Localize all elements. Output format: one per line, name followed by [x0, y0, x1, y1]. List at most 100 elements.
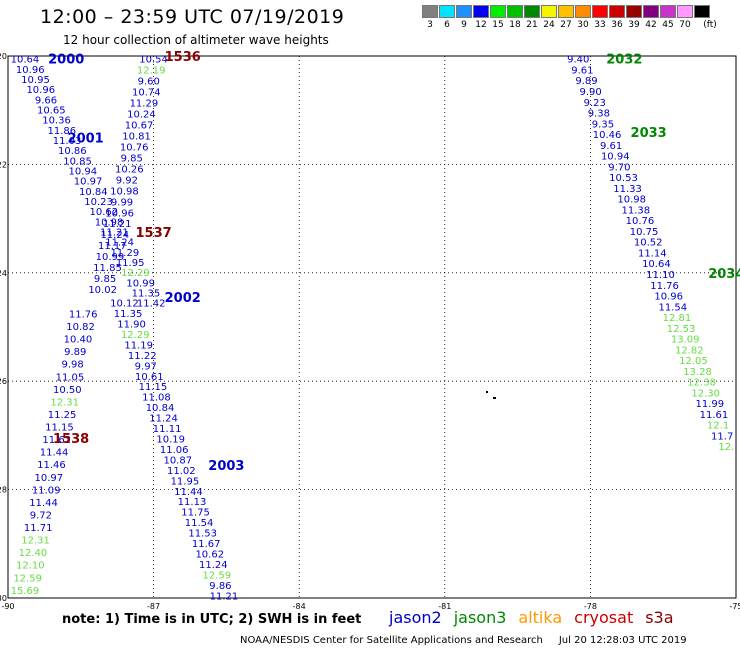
wave-height-value: 9.98	[62, 360, 84, 371]
credit-timestamp: Jul 20 12:28:03 UTC 2019	[558, 635, 687, 646]
wave-height-value: 10.65	[37, 106, 66, 117]
wave-height-value: 11.08	[142, 393, 171, 404]
footnote: note: 1) Time is in UTC; 2) SWH is in fe…	[62, 612, 362, 627]
wave-height-value: 10.62	[90, 207, 119, 218]
wave-height-value: 10.74	[132, 88, 161, 99]
wave-height-value: 10.95	[21, 75, 50, 86]
wave-height-value: 11.29	[111, 248, 140, 259]
legend-swatch	[609, 5, 625, 18]
wave-height-value: 11.46	[37, 460, 66, 471]
wave-height-value: 11.19	[124, 340, 153, 351]
wave-height-value: 11.44	[174, 487, 203, 498]
wave-height-value: 9.72	[30, 510, 52, 521]
wave-height-value: 11.17	[98, 241, 127, 252]
wave-height-value: 9.40	[567, 55, 589, 66]
wave-height-value: 10.40	[64, 335, 93, 346]
wave-height-value: 12.1	[707, 421, 729, 432]
legend-swatch-label: 6	[444, 20, 450, 30]
legend-swatch	[626, 5, 642, 18]
latitude-tick-label: -20	[0, 52, 7, 61]
wave-height-value: 12.29	[121, 330, 150, 341]
wave-height-value: 10.97	[34, 473, 63, 484]
wave-height-value: 10.97	[74, 177, 103, 188]
wave-height-value: 10.19	[156, 434, 185, 445]
wave-height-value: 11.7	[711, 431, 733, 442]
wave-height-value: 11.71	[24, 523, 53, 534]
wave-height-value: 11.03	[53, 136, 82, 147]
satellite-legend-item: s3a	[645, 608, 674, 627]
satellite-legend-item: jason2	[389, 608, 442, 627]
wave-height-value: 11.21	[103, 219, 132, 230]
wave-height-value: 11.33	[613, 184, 642, 195]
wave-height-value: 12.31	[21, 536, 50, 547]
longitude-tick-label: -81	[438, 602, 451, 611]
wave-height-value: 12.38	[687, 378, 716, 389]
island-mark	[493, 397, 496, 399]
legend-swatch	[694, 5, 710, 18]
wave-height-value: 10.23	[84, 197, 113, 208]
legend-swatch-label: 45	[662, 20, 674, 30]
color-legend	[422, 5, 711, 18]
legend-swatch	[677, 5, 693, 18]
wave-height-value: 10.94	[69, 166, 98, 177]
wave-height-value: 11.10	[646, 270, 675, 281]
wave-height-value: 11.06	[160, 445, 189, 456]
legend-swatch-label: 21	[526, 20, 538, 30]
wave-height-value: 12.31	[50, 397, 79, 408]
wave-height-value: 10.67	[125, 121, 154, 132]
pass-label: 1538	[53, 432, 89, 447]
wave-height-value: 12.59	[203, 570, 232, 581]
wave-height-value: 10.86	[58, 146, 87, 157]
satellite-legend-item: cryosat	[574, 608, 634, 627]
legend-swatch	[473, 5, 489, 18]
wave-height-value: 10.52	[634, 238, 663, 249]
wave-height-value: 10.24	[127, 110, 156, 121]
wave-height-value: 9.89	[575, 76, 597, 87]
wave-height-value: 12.40	[19, 548, 48, 559]
wave-height-value: 11.76	[650, 281, 679, 292]
wave-height-value: 12.59	[13, 573, 42, 584]
wave-height-value: 9.61	[571, 65, 593, 76]
wave-height-value: 10.12	[110, 299, 139, 310]
wave-height-value: 9.38	[588, 109, 610, 120]
longitude-tick-label: -78	[584, 602, 597, 611]
wave-height-value: 9.66	[35, 95, 57, 106]
wave-height-value: 10.98	[95, 217, 124, 228]
wave-height-value: 11.05	[56, 372, 85, 383]
wave-height-value: 10.96	[654, 292, 683, 303]
wave-height-value: 11.35	[132, 288, 161, 299]
wave-height-value: 11.15	[45, 423, 74, 434]
legend-swatch	[490, 5, 506, 18]
legend-swatch	[643, 5, 659, 18]
wave-height-value: 11.13	[178, 497, 207, 508]
pass-label: 2000	[48, 53, 84, 68]
legend-swatch	[422, 5, 438, 18]
wave-height-value: 10.76	[626, 216, 655, 227]
wave-height-value: 10.75	[630, 227, 659, 238]
wave-height-value: 11.53	[188, 529, 217, 540]
satellite-legend: jason2 jason3 altika cryosat s3a	[389, 608, 686, 627]
wave-height-value: 11.67	[192, 539, 221, 550]
wave-height-value: 10.64	[642, 259, 671, 270]
wave-height-value: 12.29	[121, 268, 150, 279]
latitude-tick-label: -24	[0, 269, 7, 278]
wave-height-value: 10.64	[11, 55, 40, 66]
wave-height-value: 11.54	[659, 302, 688, 313]
wave-height-value: 9.89	[64, 347, 86, 358]
legend-unit: (ft)	[703, 20, 717, 30]
wave-height-value: 9.85	[121, 153, 143, 164]
wave-height-value: 9.97	[135, 361, 157, 372]
wave-height-value: 10.94	[601, 152, 630, 163]
wave-height-value: 10.85	[63, 156, 92, 167]
wave-height-value: 10.61	[135, 372, 164, 383]
legend-swatch	[592, 5, 608, 18]
legend-swatch-label: 12	[475, 20, 487, 30]
wave-height-value: 9.85	[94, 274, 116, 285]
map-subtitle: 12 hour collection of altimeter wave hei…	[63, 33, 329, 47]
wave-height-value: 10.81	[122, 131, 151, 142]
satellite-legend-item: jason3	[453, 608, 507, 627]
wave-height-value: 11.99	[696, 399, 725, 410]
pass-label: 2003	[208, 459, 244, 474]
wave-height-value: 12.53	[667, 324, 696, 335]
legend-swatch-label: 15	[492, 20, 504, 30]
